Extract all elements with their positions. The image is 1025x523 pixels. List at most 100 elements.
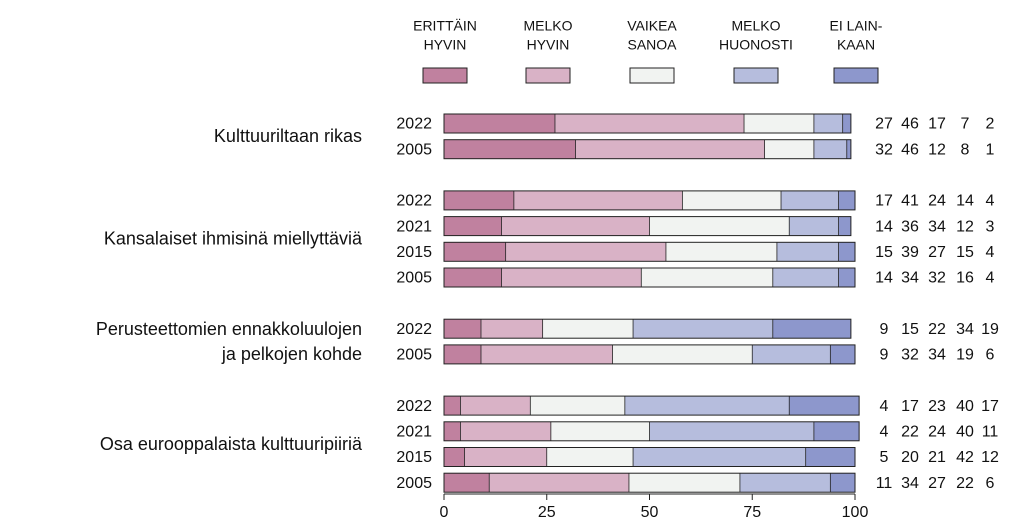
- group-label: Perusteettomien ennakkoluulojen: [96, 319, 362, 339]
- value-label: 7: [961, 116, 970, 133]
- bar-segment: [764, 139, 814, 159]
- value-label: 32: [875, 141, 893, 158]
- value-label: 27: [928, 475, 946, 492]
- bar-segment: [789, 396, 860, 416]
- bar-segment: [649, 421, 814, 441]
- bar-segment: [575, 139, 765, 159]
- value-label: 19: [981, 321, 999, 338]
- bar-segment: [444, 421, 461, 441]
- bar-segment: [444, 473, 490, 493]
- legend-label: ERITTÄIN: [413, 18, 477, 34]
- year-label: 2022: [396, 116, 432, 133]
- bar-segment: [444, 139, 576, 159]
- bar-segment: [649, 216, 790, 236]
- legend-swatch: [733, 67, 779, 84]
- value-label: 17: [928, 116, 946, 133]
- group-label: Osa eurooppalaista kulttuuripiiriä: [100, 434, 363, 454]
- bar-segment: [505, 242, 666, 262]
- bar-segment: [641, 268, 773, 287]
- value-label: 6: [986, 475, 995, 492]
- value-label: 5: [880, 449, 889, 466]
- value-label: 40: [956, 424, 974, 441]
- bar-segment: [830, 344, 855, 364]
- year-label: 2005: [396, 347, 432, 364]
- value-label: 42: [956, 449, 974, 466]
- bar-segment: [813, 139, 847, 159]
- value-label: 15: [901, 321, 919, 338]
- value-label: 46: [901, 141, 919, 158]
- bar-segment: [744, 114, 814, 133]
- legend-label: EI LAIN-: [830, 18, 883, 34]
- value-label: 14: [956, 193, 974, 210]
- bar-segment: [444, 319, 481, 339]
- bar-segment: [781, 190, 839, 210]
- bar-segment: [530, 396, 625, 416]
- bar-segment: [444, 396, 461, 416]
- group-label: Kulttuuriltaan rikas: [214, 126, 362, 146]
- bar-segment: [838, 190, 855, 210]
- year-label: 2015: [396, 244, 432, 261]
- bar-segment: [444, 447, 465, 467]
- x-tick-label: 25: [538, 504, 556, 521]
- bar-outline: [443, 216, 852, 237]
- value-label: 4: [986, 244, 995, 261]
- value-label: 14: [875, 218, 893, 235]
- value-label: 12: [981, 449, 999, 466]
- legend-label: HUONOSTI: [719, 37, 793, 53]
- bar-segment: [444, 268, 502, 287]
- bar-segment: [813, 114, 843, 133]
- bar-outline: [443, 344, 856, 365]
- value-label: 9: [880, 347, 889, 364]
- bar-outline: [443, 190, 856, 211]
- value-label: 39: [901, 244, 919, 261]
- value-label: 9: [880, 321, 889, 338]
- year-label: 2021: [396, 424, 432, 441]
- bar-segment: [444, 114, 555, 133]
- value-label: 21: [928, 449, 946, 466]
- bar-outline: [443, 241, 856, 262]
- value-label: 4: [880, 398, 889, 415]
- legend-label: VAIKEA: [627, 18, 677, 34]
- bar-segment: [846, 139, 851, 159]
- year-label: 2005: [396, 270, 432, 287]
- bar-segment: [772, 268, 839, 287]
- legend-swatch: [422, 67, 468, 84]
- value-label: 17: [875, 193, 893, 210]
- legend-swatch: [629, 67, 675, 84]
- bar-segment: [489, 473, 629, 493]
- value-label: 46: [901, 116, 919, 133]
- bar-segment: [501, 268, 642, 287]
- year-label: 2022: [396, 321, 432, 338]
- value-label: 17: [901, 398, 919, 415]
- bar-outline: [443, 139, 852, 160]
- bar-segment: [633, 319, 773, 339]
- year-label: 2015: [396, 449, 432, 466]
- bar-segment: [842, 114, 851, 133]
- year-label: 2022: [396, 193, 432, 210]
- bar-segment: [838, 216, 851, 236]
- value-label: 12: [956, 218, 974, 235]
- bar-segment: [633, 447, 806, 467]
- bar-segment: [550, 421, 650, 441]
- value-label: 22: [901, 424, 919, 441]
- legend-swatch: [525, 67, 571, 84]
- bar-segment: [838, 268, 855, 287]
- bar-segment: [628, 473, 740, 493]
- bar-segment: [444, 216, 502, 236]
- group-label: Kansalaiset ihmisinä miellyttäviä: [104, 229, 363, 249]
- bar-outline: [443, 472, 856, 493]
- value-label: 22: [928, 321, 946, 338]
- group-label: ja pelkojen kohde: [221, 344, 362, 364]
- legend-label: MELKO: [523, 18, 572, 34]
- legend-swatch: [833, 67, 879, 84]
- value-label: 34: [928, 347, 946, 364]
- value-label: 4: [986, 270, 995, 287]
- bar-segment: [838, 242, 855, 262]
- bar-segment: [682, 190, 782, 210]
- year-label: 2005: [396, 141, 432, 158]
- bar-outline: [443, 447, 856, 467]
- value-label: 1: [986, 141, 995, 158]
- value-label: 32: [901, 347, 919, 364]
- value-label: 24: [928, 193, 946, 210]
